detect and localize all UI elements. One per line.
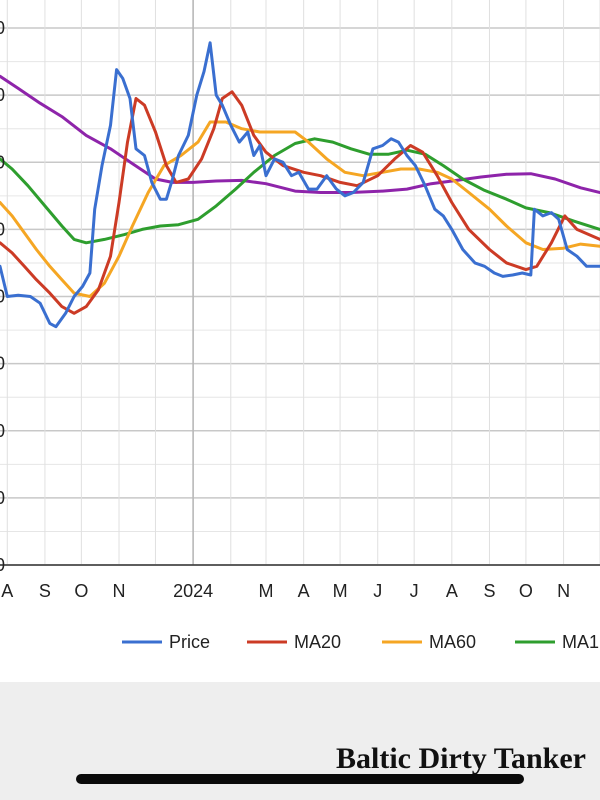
x-tick-label: S <box>483 581 495 601</box>
y-tick-label: 0 <box>0 18 5 38</box>
legend-label: MA60 <box>429 632 476 652</box>
y-tick-label: 0 <box>0 421 5 441</box>
y-tick-label: 0 <box>0 152 5 172</box>
series-line-ma120 <box>0 137 600 245</box>
legend-label: MA1 <box>562 632 599 652</box>
chart-area: A S O N 2024 M A M J J A S O N 0 0 0 0 0 0 0 0 0 Price MA20 MA6… <box>0 0 600 652</box>
y-tick-label: 0 <box>0 219 5 239</box>
x-tick-label: 2024 <box>173 581 213 601</box>
footer-bar: Baltic Dirty Tanker <box>0 682 600 800</box>
y-tick-label: 0 <box>0 85 5 105</box>
legend-label: MA20 <box>294 632 341 652</box>
x-tick-label: S <box>39 581 51 601</box>
y-tick-label: 0 <box>0 354 5 374</box>
series-lines <box>0 41 600 329</box>
x-tick-label: O <box>74 581 88 601</box>
footer-title: Baltic Dirty Tanker <box>335 742 586 775</box>
x-tick-label: M <box>258 581 273 601</box>
x-axis-ticks: A S O N 2024 M A M J J A S O N <box>1 581 570 601</box>
y-tick-label: 0 <box>0 555 5 575</box>
legend-label: Price <box>169 632 210 652</box>
home-indicator[interactable] <box>76 774 524 784</box>
x-tick-label: J <box>373 581 382 601</box>
x-tick-label: O <box>519 581 533 601</box>
series-line-price <box>0 41 600 329</box>
x-tick-label: J <box>410 581 419 601</box>
x-tick-label: A <box>446 581 458 601</box>
x-tick-label: N <box>557 581 570 601</box>
series-line-ma20 <box>0 90 600 315</box>
series-line-ma250 <box>0 74 600 194</box>
y-tick-label: 0 <box>0 287 5 307</box>
legend: Price MA20 MA60 MA1 <box>122 632 599 652</box>
x-tick-label: M <box>333 581 348 601</box>
x-tick-label: A <box>298 581 310 601</box>
grid <box>0 0 600 566</box>
x-tick-label: A <box>1 581 13 601</box>
x-tick-label: N <box>113 581 126 601</box>
line-chart: A S O N 2024 M A M J J A S O N 0 0 0 0 0 0 0 0 0 Price MA20 MA6… <box>0 0 600 652</box>
y-tick-label: 0 <box>0 488 5 508</box>
y-axis-ticks: 0 0 0 0 0 0 0 0 0 <box>0 18 5 575</box>
